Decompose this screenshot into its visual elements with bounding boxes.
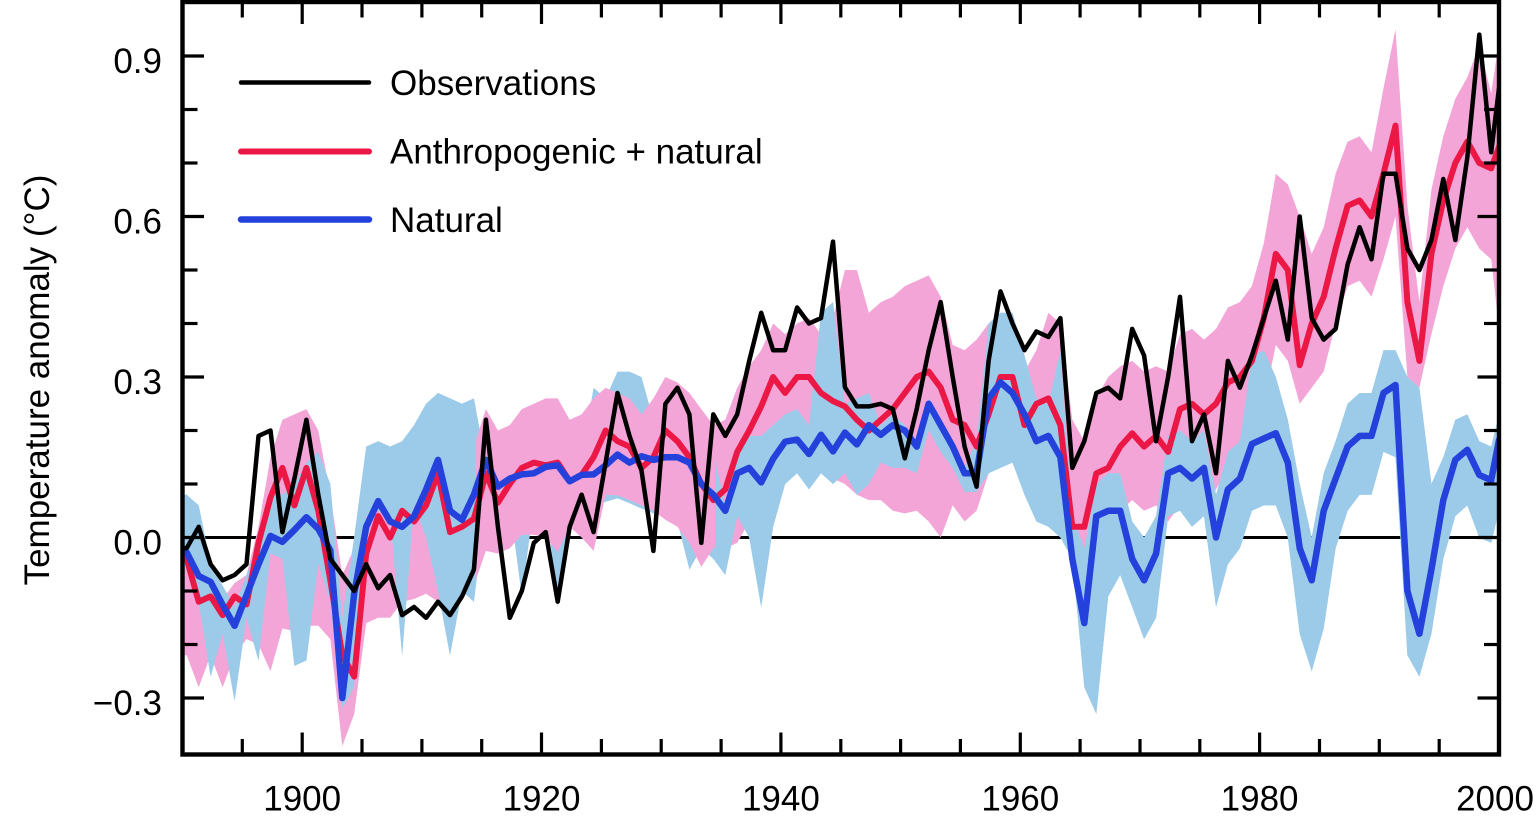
svg-text:2000: 2000 xyxy=(1456,780,1534,819)
svg-text:Temperature anomaly (°C): Temperature anomaly (°C) xyxy=(18,175,57,586)
svg-text:Observations: Observations xyxy=(390,64,596,103)
svg-text:1900: 1900 xyxy=(263,780,341,819)
svg-text:Natural: Natural xyxy=(390,201,503,240)
svg-text:1980: 1980 xyxy=(1221,780,1299,819)
svg-text:−0.3: −0.3 xyxy=(93,684,162,723)
svg-text:1920: 1920 xyxy=(503,780,581,819)
svg-text:0.6: 0.6 xyxy=(113,203,162,242)
svg-text:0.9: 0.9 xyxy=(113,42,162,81)
svg-text:0.0: 0.0 xyxy=(113,524,162,563)
svg-text:1960: 1960 xyxy=(981,780,1059,819)
svg-text:1940: 1940 xyxy=(742,780,820,819)
svg-text:0.3: 0.3 xyxy=(113,363,162,402)
svg-text:Anthropogenic + natural: Anthropogenic + natural xyxy=(390,133,763,172)
